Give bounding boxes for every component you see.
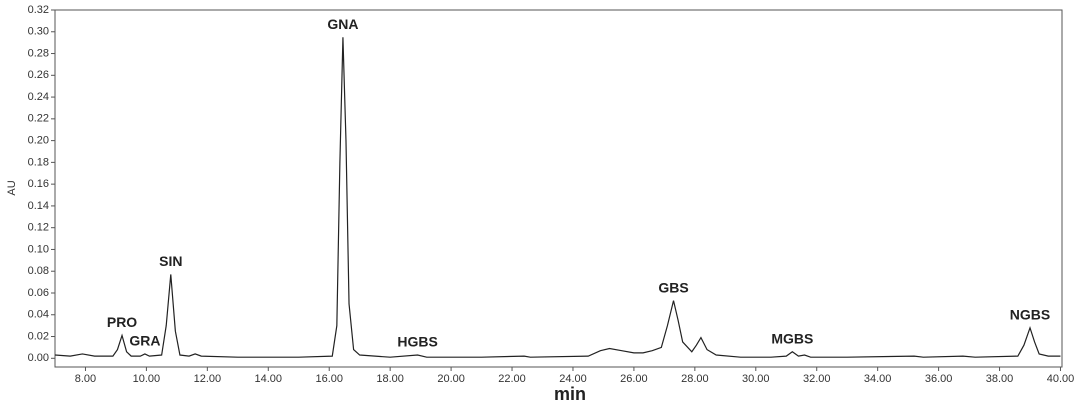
peak-label: GBS: [658, 279, 688, 295]
peak-label: HGBS: [397, 334, 437, 350]
peak-label: MGBS: [771, 330, 813, 346]
peak-label: NGBS: [1010, 307, 1050, 323]
x-tick-label: 12.00: [194, 373, 222, 385]
x-tick-label: 34.00: [864, 373, 892, 385]
y-tick-label: 0.18: [28, 156, 49, 168]
y-tick-label: 0.30: [28, 26, 49, 38]
x-tick-label: 22.00: [498, 373, 526, 385]
x-tick-label: 26.00: [620, 373, 648, 385]
peak-label: GRA: [129, 333, 160, 349]
peak-label: GNA: [327, 16, 358, 32]
x-tick-label: 20.00: [437, 373, 465, 385]
x-tick-label: 16.00: [315, 373, 343, 385]
y-tick-label: 0.24: [28, 91, 49, 103]
y-tick-label: 0.22: [28, 113, 49, 125]
y-tick-label: 0.00: [28, 352, 49, 364]
x-tick-label: 38.00: [986, 373, 1014, 385]
y-tick-label: 0.16: [28, 178, 49, 190]
peak-label: SIN: [159, 253, 182, 269]
plot-frame: [54, 9, 1063, 368]
y-tick-label: 0.08: [28, 265, 49, 277]
x-tick-label: 32.00: [803, 373, 831, 385]
x-tick-label: 30.00: [742, 373, 770, 385]
y-tick-label: 0.14: [28, 200, 49, 212]
y-tick-label: 0.06: [28, 287, 49, 299]
y-tick-label: 0.32: [28, 4, 49, 16]
x-axis-label: min: [554, 384, 586, 404]
trace: [54, 37, 1061, 358]
y-tick-label: 0.28: [28, 47, 49, 59]
y-tick-label: 0.26: [28, 69, 49, 81]
x-tick-label: 10.00: [133, 373, 161, 385]
x-tick-label: 24.00: [559, 373, 587, 385]
y-tick-label: 0.10: [28, 243, 49, 255]
x-tick-label: 8.00: [75, 373, 96, 385]
x-tick-label: 36.00: [925, 373, 953, 385]
y-axis-label: AU: [6, 180, 18, 195]
y-tick-label: 0.04: [28, 309, 49, 321]
y-tick-label: 0.02: [28, 330, 49, 342]
x-tick-label: 40.00: [1047, 373, 1075, 385]
y-tick-label: 0.12: [28, 222, 49, 234]
peak-label: PRO: [107, 314, 137, 330]
x-tick-label: 18.00: [376, 373, 404, 385]
x-tick-label: 28.00: [681, 373, 709, 385]
x-tick-label: 14.00: [255, 373, 283, 385]
y-tick-label: 0.20: [28, 135, 49, 147]
